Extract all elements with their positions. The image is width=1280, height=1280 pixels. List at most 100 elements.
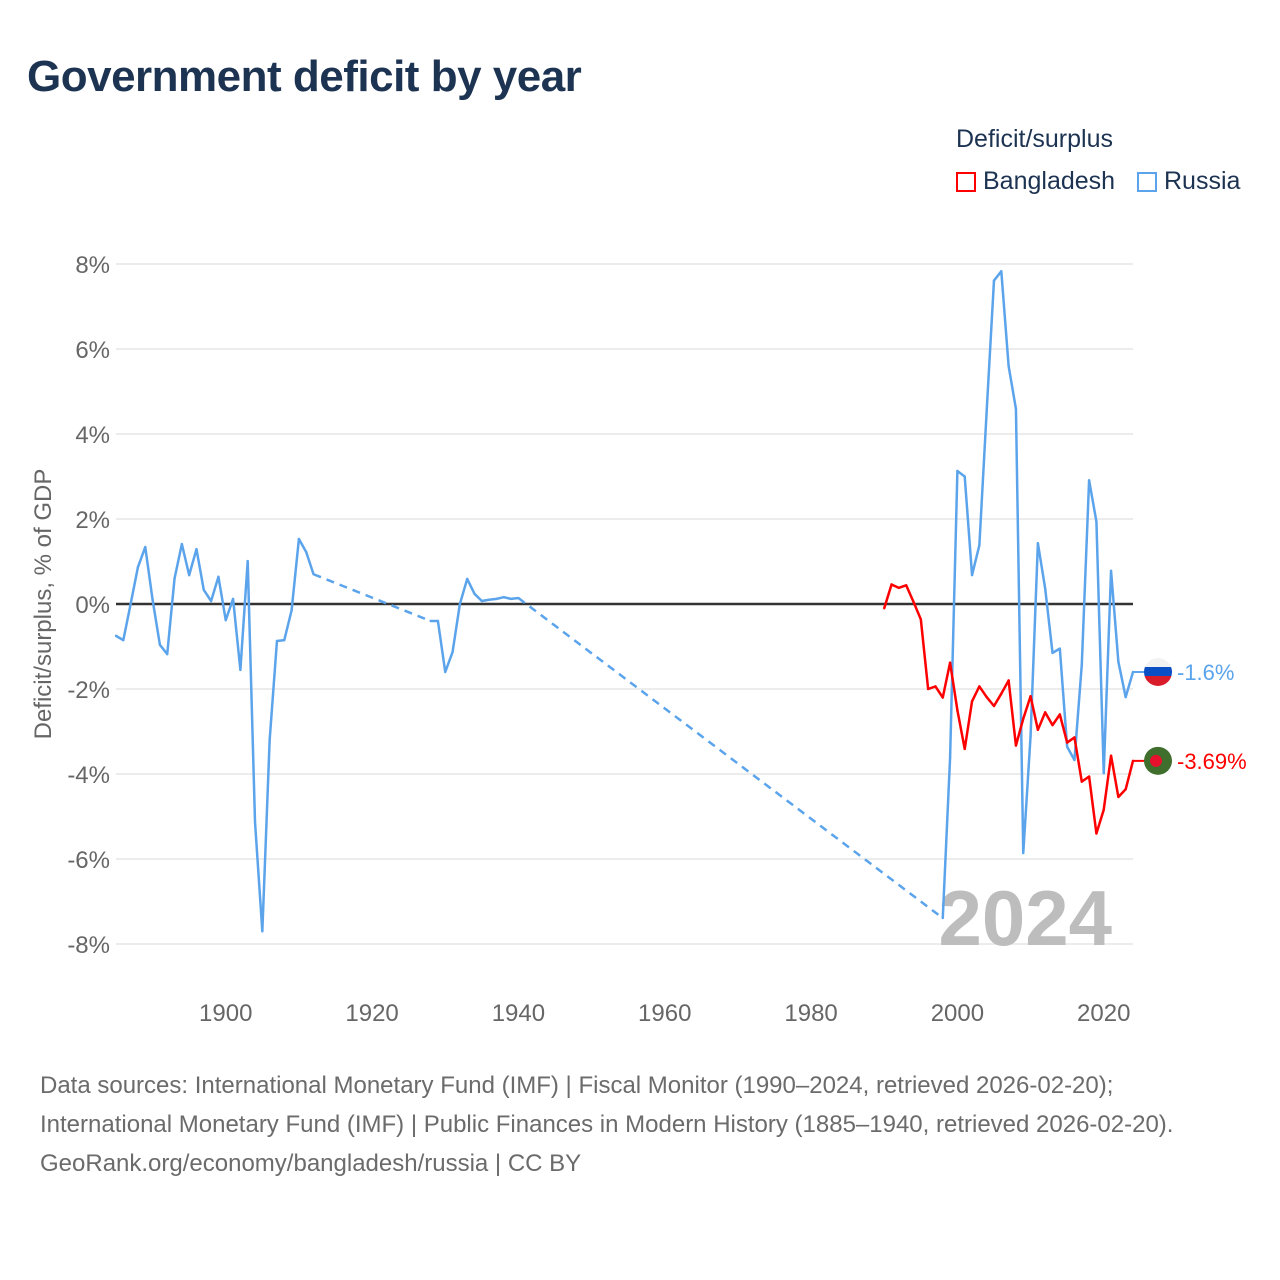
data-point-bangladesh	[963, 747, 966, 751]
data-point-russia	[495, 597, 498, 601]
data-point-russia	[517, 596, 520, 600]
data-point-bangladesh	[890, 583, 893, 586]
data-point-bangladesh	[1065, 741, 1069, 744]
data-point-russia	[941, 916, 944, 920]
data-point-russia	[970, 573, 974, 577]
data-point-bangladesh	[1095, 832, 1098, 835]
legend-item-russia[interactable]: Russia	[1137, 167, 1240, 196]
y-tick-label: 6%	[75, 337, 110, 364]
data-point-bangladesh	[926, 687, 930, 691]
y-axis-label: Deficit/surplus, % of GDP	[30, 469, 57, 740]
series-gap-russia	[517, 597, 944, 920]
data-point-bangladesh	[1051, 723, 1054, 727]
data-point-russia	[253, 820, 257, 824]
data-point-russia	[509, 597, 513, 601]
data-point-russia	[480, 599, 484, 603]
data-point-russia	[195, 547, 198, 551]
data-point-russia	[305, 550, 308, 554]
data-point-bangladesh	[897, 586, 901, 590]
data-point-bangladesh	[1014, 744, 1018, 747]
data-point-russia	[283, 638, 286, 642]
data-point-russia	[202, 588, 205, 592]
y-tick-label: -4%	[67, 762, 110, 789]
data-point-russia	[231, 597, 235, 601]
data-point-russia	[158, 643, 162, 646]
y-tick-label: -2%	[67, 677, 110, 704]
legend-label-bangladesh: Bangladesh	[983, 167, 1116, 195]
data-point-russia	[451, 650, 454, 654]
end-label-russia: -1.6%	[1177, 660, 1234, 685]
y-tick-label: 0%	[75, 592, 110, 619]
data-point-bangladesh	[992, 704, 996, 708]
data-point-russia	[180, 542, 184, 546]
data-point-bangladesh	[1117, 795, 1120, 799]
data-point-russia	[224, 618, 227, 622]
legend-swatch-russia	[1137, 171, 1157, 192]
data-point-russia	[187, 573, 191, 577]
y-tick-label: 2%	[75, 507, 110, 534]
y-tick-label: -8%	[67, 932, 110, 959]
data-point-bangladesh	[1022, 717, 1025, 720]
data-point-bangladesh	[883, 607, 886, 610]
data-point-russia	[1007, 364, 1010, 368]
data-point-russia	[1073, 758, 1076, 762]
x-tick-label: 2000	[931, 1000, 984, 1027]
data-point-russia	[1117, 660, 1120, 663]
data-point-russia	[1044, 587, 1047, 590]
bangladesh-flag-disc	[1150, 754, 1162, 767]
data-point-russia	[1080, 663, 1083, 666]
data-point-bangladesh	[985, 695, 988, 699]
data-point-bangladesh	[941, 696, 944, 699]
legend-label-russia: Russia	[1164, 167, 1241, 195]
data-point-bangladesh	[1102, 808, 1105, 811]
data-point-russia	[1058, 647, 1062, 650]
x-tick-label: 2020	[1077, 1000, 1130, 1027]
series-line-russia	[115, 537, 315, 933]
chart-title: Government deficit by year	[27, 52, 582, 101]
data-point-russia	[1029, 734, 1032, 738]
data-point-russia	[151, 598, 154, 601]
data-point-bangladesh	[1124, 788, 1127, 791]
data-point-russia	[144, 545, 147, 549]
data-point-bangladesh	[956, 709, 959, 712]
footer: Data sources: International Monetary Fun…	[40, 1066, 1240, 1183]
y-tick-label: 4%	[75, 422, 110, 449]
data-point-russia	[436, 619, 440, 623]
data-point-bangladesh	[1109, 754, 1113, 757]
x-tick-label: 1980	[784, 1000, 837, 1027]
series-line-russia	[941, 269, 1135, 919]
data-point-russia	[1095, 520, 1098, 523]
x-tick-label: 1960	[638, 1000, 691, 1027]
data-point-russia	[239, 668, 242, 672]
y-tick-label: 8%	[75, 252, 110, 279]
legend-title: Deficit/surplus	[956, 125, 1113, 153]
series-gap-russia	[313, 573, 432, 623]
data-point-russia	[268, 738, 271, 742]
data-point-russia	[129, 602, 132, 606]
data-point-russia	[173, 577, 176, 580]
series-line-bangladesh	[883, 583, 1135, 835]
data-point-russia	[473, 592, 476, 595]
data-point-russia	[502, 596, 505, 599]
data-point-bangladesh	[912, 600, 915, 604]
data-point-russia	[985, 409, 988, 413]
end-label-bangladesh: -3.69%	[1177, 749, 1247, 774]
data-point-russia	[1102, 771, 1105, 775]
data-point-russia	[429, 619, 432, 623]
data-point-bangladesh	[919, 618, 923, 621]
data-point-bangladesh	[1073, 736, 1076, 739]
data-point-bangladesh	[934, 685, 937, 688]
credit-link[interactable]: GeoRank.org/economy/bangladesh/russia | …	[40, 1150, 582, 1177]
data-point-russia	[312, 573, 315, 576]
data-point-russia	[217, 575, 220, 578]
data-point-bangladesh	[1029, 695, 1032, 698]
legend-item-bangladesh[interactable]: Bangladesh	[956, 167, 1115, 196]
data-point-russia	[275, 639, 279, 643]
data-point-russia	[444, 670, 447, 674]
data-point-bangladesh	[1007, 679, 1010, 682]
x-tick-label: 1920	[345, 1000, 398, 1027]
data-point-russia	[114, 634, 118, 638]
data-point-russia	[209, 599, 213, 603]
data-point-russia	[1051, 651, 1054, 655]
